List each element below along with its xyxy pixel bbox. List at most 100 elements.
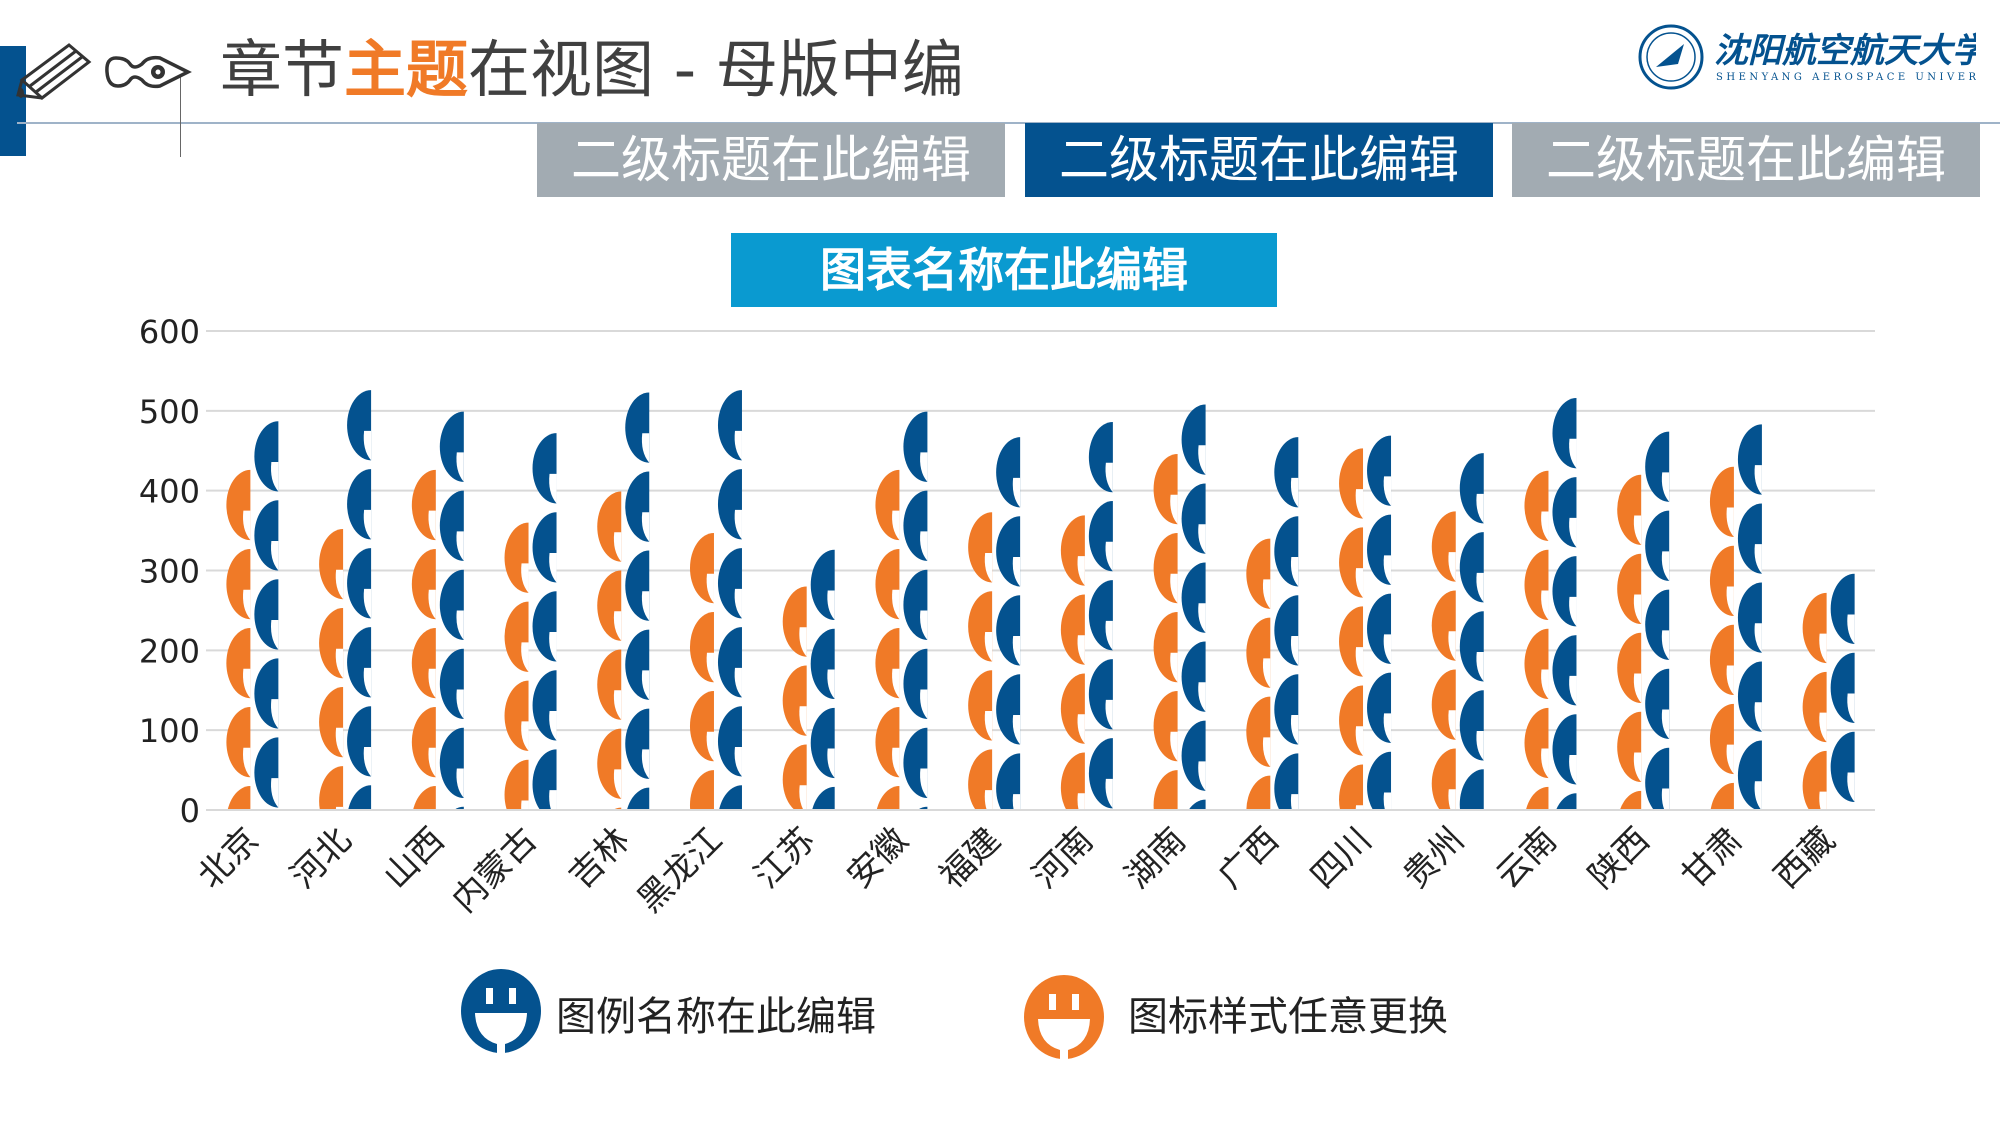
x-tick-label: 甘肃 <box>1674 820 1750 896</box>
pictograph-notch <box>827 590 835 620</box>
pictograph-notch <box>920 848 927 878</box>
pictograph-notch <box>242 510 251 541</box>
pictograph-icon <box>1619 790 1642 810</box>
pictograph-notch <box>827 669 835 700</box>
pictograph-notch <box>1569 754 1577 785</box>
pictograph-icon <box>812 786 835 810</box>
pictograph-notch <box>642 828 649 858</box>
pictograph-notch <box>1262 737 1271 767</box>
pictograph-notch <box>1290 635 1299 666</box>
tab-1[interactable]: 二级标题在此编辑 <box>537 123 1005 197</box>
x-tick-label: 湖南 <box>1118 820 1194 896</box>
bar-orange <box>597 491 622 810</box>
pictograph-notch <box>1170 731 1178 762</box>
pictograph-notch <box>1198 761 1206 791</box>
bar-blue <box>1088 422 1113 809</box>
pictograph-icon <box>413 786 436 810</box>
pictograph-notch <box>363 430 372 461</box>
pictograph-notch <box>1198 840 1205 870</box>
bar-orange <box>689 532 714 810</box>
pictograph-notch <box>363 509 372 540</box>
pictograph-notch <box>984 632 993 662</box>
header-divider <box>17 122 2000 124</box>
pictograph-notch <box>734 430 742 461</box>
pictograph-notch <box>363 667 372 698</box>
pictograph-notch <box>799 785 807 810</box>
pictograph-notch <box>1290 556 1299 587</box>
bar-blue <box>996 437 1021 810</box>
pictograph-notch <box>270 699 279 729</box>
pictograph-notch <box>1633 673 1642 704</box>
pictograph-notch <box>549 473 557 504</box>
bar-orange <box>226 469 251 810</box>
y-tick-label: 100 <box>139 712 200 750</box>
x-tick-label: 广西 <box>1210 820 1286 896</box>
pictograph-notch <box>1476 810 1483 840</box>
pictograph-icon <box>719 785 742 810</box>
pictograph-notch <box>549 711 557 741</box>
pictograph-notch <box>613 611 622 641</box>
pictograph-notch <box>428 747 436 778</box>
pictograph-notch <box>1077 714 1085 744</box>
bar-blue <box>1552 398 1577 864</box>
bar-blue <box>439 411 464 810</box>
pictograph-notch <box>734 667 742 698</box>
bar-blue <box>903 411 928 878</box>
pictograph-notch <box>335 727 344 758</box>
x-tick-label: 河南 <box>1025 820 1101 896</box>
university-seal-icon: 沈阳航空航天大学 SHENYANG AEROSPACE UNIVERSITY <box>1638 24 2000 90</box>
x-tick-label: 河北 <box>283 820 359 896</box>
pictograph-notch <box>1170 494 1178 525</box>
pictograph-notch <box>734 509 742 540</box>
pictograph-notch <box>1383 476 1392 506</box>
y-tick-label: 500 <box>139 393 200 431</box>
pictograph-notch <box>892 668 900 699</box>
pictograph-notch <box>735 826 742 856</box>
pictograph-notch <box>613 532 622 562</box>
pictograph-notch <box>1847 772 1855 803</box>
bar-blue <box>347 390 372 810</box>
pictograph-notch <box>1569 834 1576 864</box>
pictograph-notch <box>1541 669 1549 700</box>
pictograph-notch <box>1754 465 1762 495</box>
pictograph-notch <box>1754 544 1762 574</box>
title-text-rest: 在视图 - 母版中编 <box>468 33 964 106</box>
pencil-icon <box>16 43 92 100</box>
pictograph-notch <box>1262 658 1271 688</box>
pictograph-notch <box>242 668 251 699</box>
pictograph-notch <box>1847 614 1855 644</box>
tab-3[interactable]: 二级标题在此编辑 <box>1512 123 1980 197</box>
bar-blue <box>1737 424 1762 810</box>
pictograph-notch <box>1541 748 1549 779</box>
pictograph-notch <box>1105 699 1113 730</box>
pictograph-notch <box>1819 791 1827 810</box>
pictograph-icon <box>1556 793 1577 810</box>
pictograph-notch <box>1661 709 1670 739</box>
pictograph-notch <box>1012 477 1021 508</box>
pictograph-notch <box>613 690 622 720</box>
pictograph-notch <box>1198 445 1206 475</box>
pictograph-notch <box>799 706 807 736</box>
bar-orange <box>1339 448 1364 810</box>
bar-blue <box>1274 437 1299 810</box>
pictograph-notch <box>706 652 714 683</box>
pictograph-notch <box>920 768 928 799</box>
pictograph-notch <box>1726 586 1734 617</box>
pictograph-notch <box>1262 579 1271 609</box>
logo-text-en: SHENYANG AEROSPACE UNIVERSITY <box>1716 72 1976 83</box>
pictograph-notch <box>1105 778 1113 809</box>
bar-blue <box>1459 453 1484 840</box>
tab-2[interactable]: 二级标题在此编辑 <box>1025 123 1493 197</box>
bar-orange <box>1153 453 1178 810</box>
x-tick-label: 四川 <box>1303 820 1379 896</box>
pictograph-notch <box>1355 805 1364 810</box>
pictograph-notch <box>1726 665 1734 696</box>
pictograph-notch <box>1448 710 1456 740</box>
pictograph-notch <box>270 461 279 492</box>
pictograph-notch <box>1633 515 1642 545</box>
bar-blue <box>810 549 835 810</box>
pictograph-notch <box>1105 541 1113 572</box>
pictograph-notch <box>734 588 742 619</box>
bar-blue <box>1367 435 1392 810</box>
pictograph-notch <box>613 769 622 799</box>
